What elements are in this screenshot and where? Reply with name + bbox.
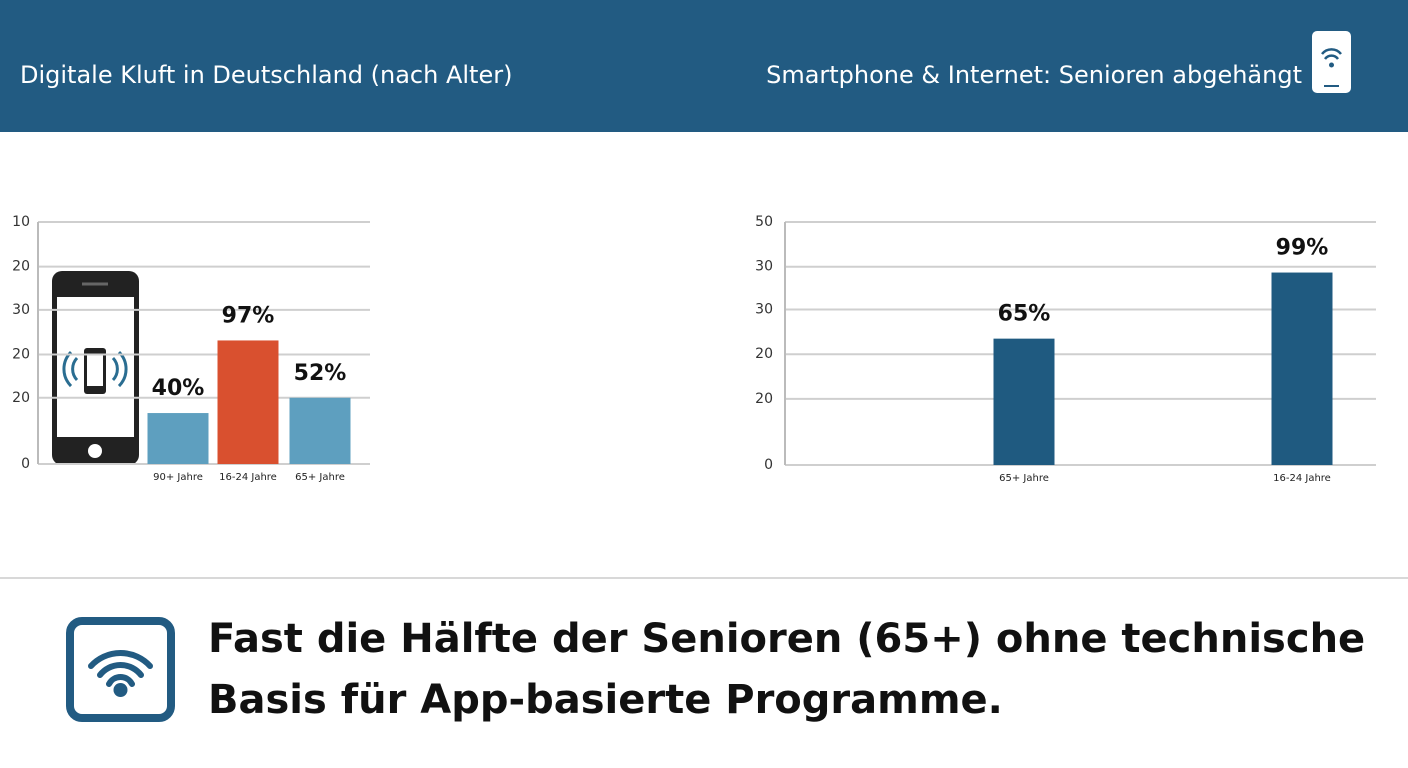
header-left-title: Digitale Kluft in Deutschland (nach Alte…: [20, 61, 512, 89]
y-tick-label: 20: [755, 346, 773, 362]
bar: [289, 397, 351, 464]
footer-wifi-icon: [66, 617, 175, 722]
bar: [1271, 272, 1333, 465]
y-tick-label: 0: [764, 457, 773, 473]
header-phone-icon: [1312, 31, 1351, 93]
header-right-title: Smartphone & Internet: Senioren abgehäng…: [766, 61, 1302, 89]
value-label: 97%: [222, 303, 275, 328]
y-tick-label: 30: [12, 302, 30, 318]
y-tick-label: 30: [755, 301, 773, 317]
x-tick-label: 65+ Jahre: [295, 472, 345, 483]
x-tick-label: 90+ Jahre: [153, 472, 203, 483]
value-label: 65%: [998, 302, 1051, 327]
phone-illustration: [52, 271, 139, 465]
y-tick-label: 20: [12, 390, 30, 406]
header-bar: [0, 0, 1408, 132]
y-tick-label: 0: [21, 456, 30, 472]
y-tick-label: 30: [755, 259, 773, 275]
value-label: 99%: [1276, 236, 1329, 261]
value-label: 52%: [294, 361, 347, 386]
x-tick-label: 16-24 Jahre: [1273, 473, 1331, 484]
x-tick-label: 65+ Jahre: [999, 473, 1049, 484]
y-tick-label: 20: [12, 259, 30, 275]
y-tick-label: 50: [755, 214, 773, 230]
x-tick-label: 16-24 Jahre: [219, 472, 277, 483]
footer-line: Fast die Hälfte der Senioren (65+) ohne …: [208, 616, 1365, 662]
bar: [217, 340, 279, 464]
y-tick-label: 10: [12, 214, 30, 230]
y-tick-label: 20: [12, 346, 30, 362]
value-label: 40%: [152, 376, 205, 401]
bar: [147, 413, 209, 464]
y-tick-label: 20: [755, 391, 773, 407]
footer-line: Basis für App-basierte Programme.: [208, 677, 1003, 723]
bar: [993, 338, 1055, 465]
